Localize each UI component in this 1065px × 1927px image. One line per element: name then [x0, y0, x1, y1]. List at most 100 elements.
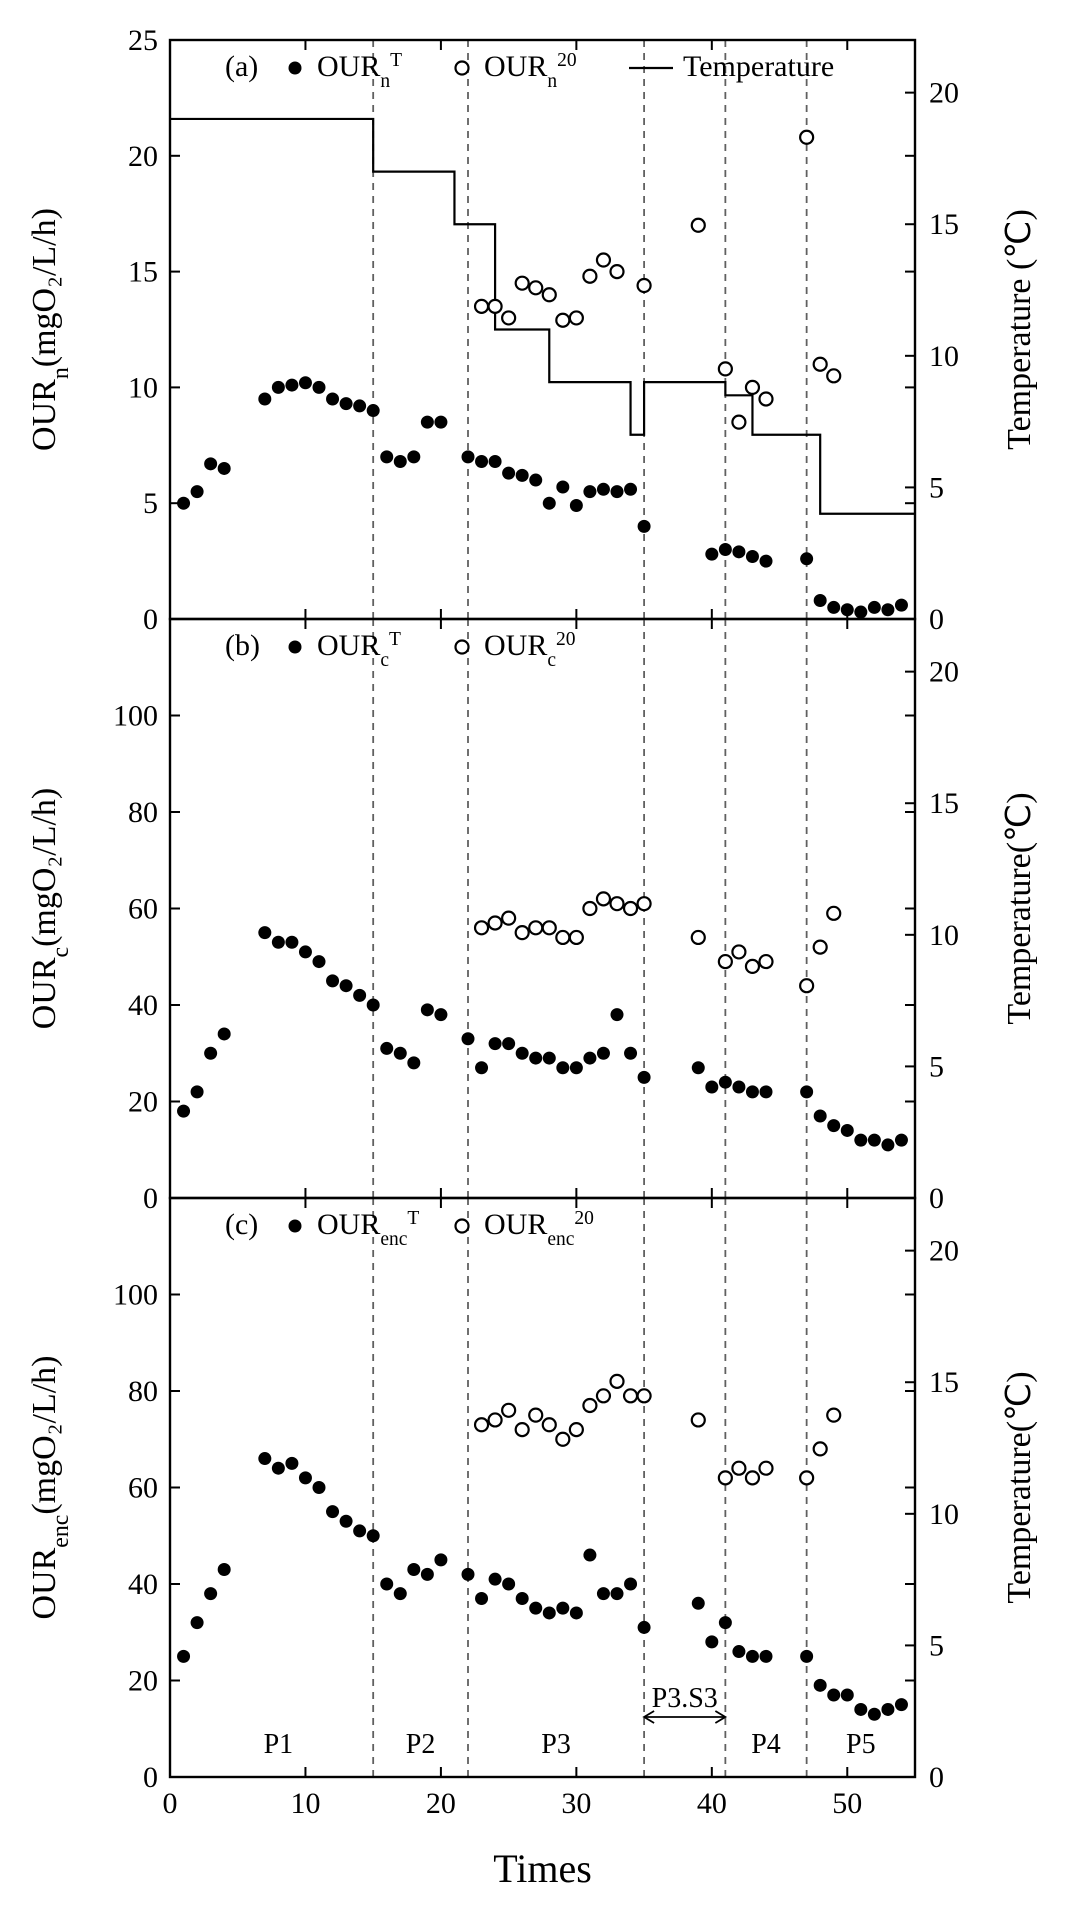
data-point-closed — [854, 1134, 867, 1147]
data-point-open — [543, 288, 556, 301]
data-point-closed — [692, 1061, 705, 1074]
data-point-closed — [705, 548, 718, 561]
legend-label: OURenc20 — [484, 1208, 594, 1250]
ytick-left-label: 0 — [143, 1761, 158, 1794]
ytick-left-label: 20 — [128, 140, 158, 173]
ylabel-right: Temperature(℃) — [1001, 1371, 1038, 1603]
panel-label: (b) — [225, 629, 260, 662]
data-point-open — [516, 926, 529, 939]
data-point-closed — [732, 545, 745, 558]
data-point-open — [746, 1471, 759, 1484]
data-point-closed — [854, 606, 867, 619]
xtick-label: 0 — [163, 1787, 178, 1820]
data-point-closed — [746, 1650, 759, 1663]
phase-name: P4 — [751, 1729, 781, 1760]
data-point-closed — [543, 1052, 556, 1065]
data-point-closed — [434, 1008, 447, 1021]
data-point-open — [475, 1418, 488, 1431]
ytick-left-label: 60 — [128, 893, 158, 926]
data-point-closed — [380, 1042, 393, 1055]
data-point-closed — [434, 1553, 447, 1566]
panel-label: (c) — [225, 1208, 258, 1241]
data-point-open — [556, 1433, 569, 1446]
data-point-closed — [624, 1578, 637, 1591]
legend-label: Temperature — [683, 50, 834, 83]
data-point-open — [570, 931, 583, 944]
data-point-closed — [732, 1645, 745, 1658]
data-point-open — [570, 311, 583, 324]
data-point-closed — [881, 1138, 894, 1151]
data-point-closed — [746, 550, 759, 563]
data-point-closed — [732, 1081, 745, 1094]
data-point-closed — [340, 397, 353, 410]
data-point-closed — [868, 601, 881, 614]
data-point-closed — [340, 979, 353, 992]
ylabel-left: OURenc(mgO₂/L/h) — [26, 1356, 74, 1620]
data-point-closed — [556, 1602, 569, 1615]
data-point-closed — [597, 483, 610, 496]
data-point-closed — [407, 1056, 420, 1069]
data-point-closed — [285, 936, 298, 949]
data-point-closed — [556, 1061, 569, 1074]
data-point-closed — [380, 450, 393, 463]
xtick-label: 50 — [832, 1787, 862, 1820]
data-point-closed — [556, 480, 569, 493]
panel-c: 0204060801000510152001020304050OURenc(mg… — [26, 1198, 1038, 1820]
data-point-closed — [394, 1587, 407, 1600]
data-point-closed — [475, 455, 488, 468]
ylabel-right: Temperature(℃) — [1001, 792, 1038, 1024]
data-point-open — [800, 1471, 813, 1484]
data-point-closed — [746, 1085, 759, 1098]
data-point-closed — [204, 1047, 217, 1060]
data-point-open — [502, 1404, 515, 1417]
data-point-closed — [719, 1076, 732, 1089]
data-point-closed — [462, 1032, 475, 1045]
data-point-open — [489, 1413, 502, 1426]
data-point-closed — [191, 485, 204, 498]
data-point-closed — [800, 1085, 813, 1098]
data-point-closed — [313, 381, 326, 394]
data-point-closed — [299, 376, 312, 389]
data-point-closed — [177, 1650, 190, 1663]
data-point-open — [475, 300, 488, 313]
data-point-open — [638, 279, 651, 292]
data-point-open — [597, 1389, 610, 1402]
data-point-closed — [502, 1037, 515, 1050]
data-point-open — [516, 277, 529, 290]
ytick-right-label: 5 — [929, 1050, 944, 1083]
data-point-closed — [529, 1602, 542, 1615]
data-point-open — [760, 1462, 773, 1475]
ytick-left-label: 80 — [128, 796, 158, 829]
data-point-closed — [827, 1119, 840, 1132]
ytick-left-label: 100 — [113, 1279, 158, 1312]
data-point-closed — [570, 1061, 583, 1074]
data-point-open — [529, 281, 542, 294]
temperature-line — [170, 119, 915, 514]
data-point-open — [732, 945, 745, 958]
ytick-left-label: 25 — [128, 24, 158, 57]
phase-name: P2 — [406, 1729, 436, 1760]
ytick-right-label: 20 — [929, 77, 959, 110]
data-point-open — [719, 1471, 732, 1484]
legend-marker — [456, 1220, 469, 1233]
data-point-open — [502, 311, 515, 324]
ytick-left-label: 20 — [128, 1086, 158, 1119]
ytick-right-label: 15 — [929, 1366, 959, 1399]
panel-a: 051015202505101520OURn(mgO₂/L/h)Temperat… — [26, 24, 1038, 636]
data-point-closed — [218, 462, 231, 475]
data-point-open — [543, 921, 556, 934]
ytick-right-label: 10 — [929, 340, 959, 373]
data-point-closed — [597, 1587, 610, 1600]
data-point-open — [692, 1413, 705, 1426]
data-point-closed — [191, 1616, 204, 1629]
ytick-left-label: 20 — [128, 1665, 158, 1698]
data-point-closed — [760, 1085, 773, 1098]
data-point-closed — [516, 1592, 529, 1605]
phase-name: P1 — [264, 1729, 294, 1760]
legend-marker — [289, 1220, 302, 1233]
ytick-left-label: 40 — [128, 989, 158, 1022]
ytick-right-label: 10 — [929, 919, 959, 952]
xtick-label: 20 — [426, 1787, 456, 1820]
data-point-closed — [854, 1703, 867, 1716]
data-point-closed — [191, 1085, 204, 1098]
